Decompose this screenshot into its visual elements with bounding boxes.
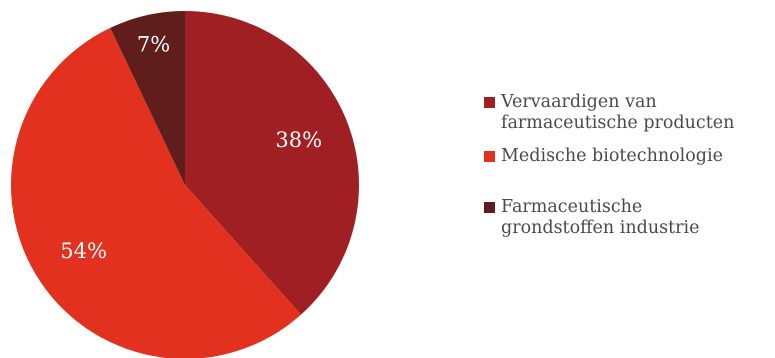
pie-slice-medische-biotechnologie [11,27,302,358]
legend-item-medische-biotechnologie: Medische biotechnologie [484,146,723,167]
slice-value-label-medische-biotechnologie: 54% [60,239,107,263]
legend-label-vervaardigen: Vervaardigen van farmaceutische producte… [501,92,735,133]
legend-item-farmaceutische-grondstoffen: Farmaceutische grondstoffen industrie [484,197,699,239]
legend-swatch-farmaceutische-grondstoffen [484,202,495,213]
pie-slices [11,11,360,358]
legend-item-vervaardigen: Vervaardigen van farmaceutische producte… [484,92,734,134]
slice-value-label-vervaardigen: 38% [275,128,322,152]
legend-label-medische-biotechnologie: Medische biotechnologie [501,146,723,166]
pie-value-labels: 38% 54% 7% [60,32,322,263]
slice-value-label-farmaceutische-grondstoffen: 7% [137,32,170,56]
legend-swatch-vervaardigen [484,97,495,108]
pie-slice-farmaceutische-grondstoffen [110,11,185,185]
legend-label-farmaceutische-grondstoffen: Farmaceutische grondstoffen industrie [501,197,700,238]
pie-slice-vervaardigen [185,11,360,315]
legend-swatch-medische-biotechnologie [484,151,495,162]
